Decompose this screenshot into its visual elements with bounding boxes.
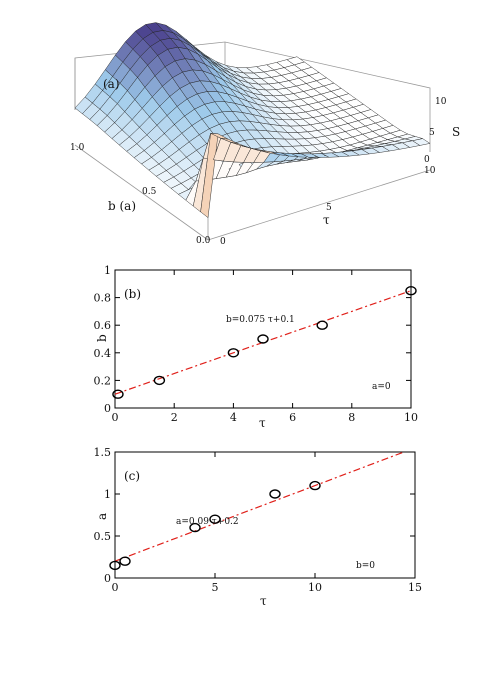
surface-mesh	[74, 22, 431, 219]
surface-x-tick-1: 0.5	[142, 187, 157, 197]
y-tick-label: 0.8	[94, 292, 112, 305]
x-tick-label: 15	[408, 581, 422, 594]
y-tick-label: 0.4	[94, 347, 112, 360]
scatter-plot-c: 0 5 10 15 0 0.5 1 1.5 (c) a=0.09 τ+0.2 b=0 τ a	[94, 446, 423, 608]
surface-patch	[411, 138, 431, 146]
x-tick-label: 0	[112, 581, 119, 594]
x-tick-label: 2	[171, 411, 178, 424]
data-point	[227, 348, 240, 358]
y-tick-label: 0.5	[94, 530, 112, 543]
data-point	[257, 334, 269, 344]
y-tick-label: 1	[104, 264, 111, 277]
surface-y-tick-2: 10	[424, 166, 436, 176]
x-tick-label: 0	[112, 411, 119, 424]
data-point	[309, 480, 321, 491]
y-label-c: a	[95, 513, 109, 520]
x-tick-label: 4	[230, 411, 237, 424]
annotation-c: b=0	[356, 561, 375, 571]
data-point	[109, 560, 121, 571]
plot-frame-c	[114, 451, 416, 579]
y-tick-label: 1	[104, 488, 111, 501]
surface-x-tick-2: 1.0	[70, 143, 85, 153]
surface-z-tick-1: 5	[429, 128, 435, 138]
y-tick-label: 0	[104, 402, 111, 415]
x-label-b: τ	[259, 416, 266, 430]
surface-plot-a: (a) 0.0 0.5 1.0 b (a) 0 5 10 τ 0 5 10 S	[70, 22, 460, 247]
fit-line-c	[114, 451, 405, 562]
ticks-b: 0 2 4 6 8 10 0 0.2 0.4 0.6 0.8 1	[94, 264, 419, 424]
data-point	[405, 286, 417, 296]
surface-x-tick-0: 0.0	[196, 236, 211, 246]
y-tick-label: 0.2	[94, 374, 112, 387]
x-tick-label: 10	[404, 411, 418, 424]
surface-z-tick-0: 0	[424, 155, 430, 165]
surface-box	[74, 41, 431, 241]
surface-y-label: τ	[323, 213, 330, 227]
annotation-b: a=0	[372, 382, 391, 392]
points-c	[109, 480, 321, 571]
surface-y-tick-1: 5	[326, 203, 332, 213]
x-tick-label: 10	[308, 581, 322, 594]
y-tick-label: 0	[104, 572, 111, 585]
data-point	[209, 514, 221, 524]
surface-z-label: S	[452, 125, 460, 139]
panel-a-label: (a)	[103, 77, 120, 91]
y-label-b: b	[95, 334, 109, 342]
y-tick-label: 0.6	[94, 319, 112, 332]
x-tick-label: 6	[289, 411, 296, 424]
surface-x-label: b (a)	[108, 199, 136, 213]
fit-label-b: b=0.075 τ+0.1	[226, 315, 295, 325]
y-tick-label: 1.5	[94, 446, 112, 459]
data-point	[153, 375, 166, 386]
data-point	[112, 389, 124, 399]
ticks-c: 0 5 10 15 0 0.5 1 1.5	[94, 446, 423, 594]
x-tick-label: 5	[212, 581, 219, 594]
points-b	[112, 286, 417, 399]
x-label-c: τ	[260, 594, 267, 608]
fit-label-c: a=0.09 τ+0.2	[176, 517, 239, 527]
surface-z-tick-2: 10	[435, 97, 447, 107]
data-point	[269, 489, 281, 499]
data-point	[119, 556, 131, 566]
panel-c-label: (c)	[124, 469, 140, 483]
x-tick-label: 8	[348, 411, 355, 424]
surface-y-tick-0: 0	[220, 237, 226, 247]
data-point	[316, 320, 328, 330]
panel-b-label: (b)	[124, 287, 141, 301]
data-point	[189, 522, 201, 533]
plot-frame-b	[114, 269, 412, 409]
